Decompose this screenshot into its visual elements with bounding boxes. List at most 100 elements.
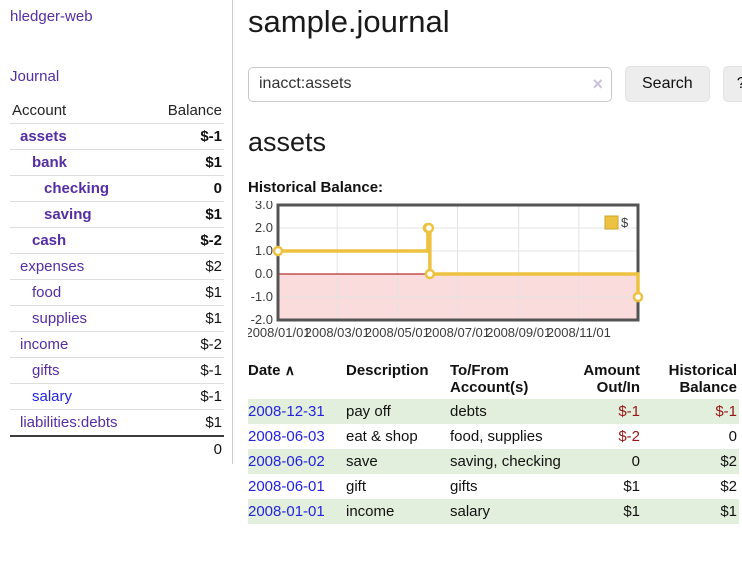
accounts-total-row: 0 xyxy=(10,435,224,462)
account-link[interactable]: assets xyxy=(20,128,67,145)
account-link[interactable]: salary xyxy=(32,388,73,405)
brand-link[interactable]: hledger-web xyxy=(10,8,93,25)
transaction-accounts: food, supplies xyxy=(450,428,543,445)
transaction-description: save xyxy=(346,453,378,470)
search-button[interactable]: Search xyxy=(625,66,710,102)
x-tick-label: 2008/05/01 xyxy=(365,325,430,340)
account-link[interactable]: gifts xyxy=(32,362,60,379)
transaction-accounts: gifts xyxy=(450,478,478,495)
nav-journal-link[interactable]: Journal xyxy=(10,68,60,85)
date-sort-header[interactable]: Date ∧ xyxy=(248,362,295,379)
transaction-amount: 0 xyxy=(631,453,640,470)
plot-border xyxy=(276,203,640,322)
account-balance: $-1 xyxy=(149,357,224,384)
account-link[interactable]: expenses xyxy=(20,258,85,275)
x-tick-label: 2008/09/01 xyxy=(486,325,551,340)
account-link[interactable]: checking xyxy=(44,180,110,197)
transaction-amount: $-1 xyxy=(618,403,640,420)
transaction-description: gift xyxy=(346,478,367,495)
x-tick-label: 2008/07/01 xyxy=(425,325,490,340)
search-box: × xyxy=(248,66,612,102)
register-row: 2008-12-31 pay off debts $-1 $-1 xyxy=(248,399,739,424)
account-link[interactable]: bank xyxy=(32,154,68,171)
account-link[interactable]: supplies xyxy=(32,310,88,327)
transaction-date-link[interactable]: 2008-06-03 xyxy=(248,428,325,445)
legend-label: $ xyxy=(621,215,629,230)
account-row: gifts $-1 xyxy=(10,357,224,384)
sort-ascending-icon: ∧ xyxy=(284,362,295,378)
transaction-amount: $-2 xyxy=(618,428,640,445)
y-tick-label: 2.0 xyxy=(255,220,273,235)
transaction-balance: $2 xyxy=(720,478,737,495)
account-link[interactable]: income xyxy=(20,336,69,353)
account-row: bank $1 xyxy=(10,149,224,176)
transaction-date-link[interactable]: 2008-01-01 xyxy=(248,503,325,520)
account-balance: $-2 xyxy=(149,331,224,358)
amount-header: Amount Out/In xyxy=(583,362,640,396)
register-row: 2008-06-02 save saving, checking 0 $2 xyxy=(248,449,739,474)
account-link[interactable]: liabilities:debts xyxy=(20,414,118,431)
transaction-balance: $-1 xyxy=(715,403,737,420)
transaction-accounts: saving, checking xyxy=(450,453,561,470)
transaction-amount: $1 xyxy=(623,478,640,495)
register-table: Date ∧ Description To/From Account(s) Am… xyxy=(248,359,739,524)
legend-swatch xyxy=(604,215,619,230)
account-row: liabilities:debts $1 xyxy=(10,409,224,437)
account-balance: $-2 xyxy=(149,227,224,254)
help-button[interactable]: ? xyxy=(722,66,742,102)
x-tick-label: 2008/01/01 xyxy=(248,325,311,340)
data-point-marker xyxy=(423,222,435,234)
accounts-table: Account Balance assets $-1 bank $1 checking 0… xyxy=(10,99,224,462)
accounts-header-row: Account Balance xyxy=(10,99,224,124)
account-balance: $-1 xyxy=(149,123,224,150)
account-row: supplies $1 xyxy=(10,305,224,332)
transaction-amount: $1 xyxy=(623,503,640,520)
transaction-date-link[interactable]: 2008-06-01 xyxy=(248,478,325,495)
account-balance: $1 xyxy=(149,201,224,228)
data-point-marker xyxy=(632,291,644,303)
account-row: salary $-1 xyxy=(10,383,224,410)
transaction-date-link[interactable]: 2008-06-02 xyxy=(248,453,325,470)
app-layout: hledger-web Journal Account Balance asse… xyxy=(0,0,742,524)
x-tick-label: 2008/03/01 xyxy=(305,325,370,340)
register-row: 2008-06-01 gift gifts $1 $2 xyxy=(248,474,739,499)
transaction-balance: 0 xyxy=(728,428,737,445)
account-balance: $1 xyxy=(149,149,224,176)
accounts-header: To/From Account(s) xyxy=(450,362,529,396)
description-header: Description xyxy=(346,362,429,379)
data-point-marker xyxy=(272,245,284,257)
account-row: expenses $2 xyxy=(10,253,224,280)
account-balance: $1 xyxy=(149,279,224,306)
accounts-header-account: Account xyxy=(10,99,150,124)
clear-search-icon[interactable]: × xyxy=(592,73,603,94)
x-tick-label: 2008/11/01 xyxy=(547,325,611,340)
data-point-marker xyxy=(424,268,436,280)
page-title: sample.journal xyxy=(248,4,450,39)
account-link[interactable]: food xyxy=(32,284,62,301)
account-link[interactable]: saving xyxy=(44,206,92,223)
account-link[interactable]: cash xyxy=(32,232,67,249)
y-tick-label: -1.0 xyxy=(251,289,273,304)
transaction-description: pay off xyxy=(346,403,391,420)
accounts-total-balance: 0 xyxy=(149,435,224,462)
account-balance: 0 xyxy=(149,175,224,202)
account-balance: $2 xyxy=(149,253,224,280)
account-balance: $1 xyxy=(149,305,224,332)
account-row: income $-2 xyxy=(10,331,224,358)
search-input[interactable] xyxy=(248,66,612,102)
accounts-header-balance: Balance xyxy=(149,99,224,124)
account-balance: $1 xyxy=(149,409,224,437)
sidebar: hledger-web Journal Account Balance asse… xyxy=(0,0,233,464)
register-header-row: Date ∧ Description To/From Account(s) Am… xyxy=(248,359,739,399)
transaction-description: income xyxy=(346,503,395,520)
y-tick-label: -2.0 xyxy=(251,312,273,327)
transaction-balance: $1 xyxy=(720,503,737,520)
account-heading: assets xyxy=(248,127,327,157)
register-row: 2008-01-01 income salary $1 $1 xyxy=(248,499,739,524)
account-row: assets $-1 xyxy=(10,123,224,150)
y-tick-label: 0.0 xyxy=(255,266,273,281)
historical-balance-chart: $3.0 2.0 1.0 0.0 -1.0 -2.02008/01/012008/03/0… xyxy=(248,201,644,340)
search-bar: × Search ? xyxy=(248,66,742,102)
chart-label: Historical Balance: xyxy=(248,179,384,196)
transaction-date-link[interactable]: 2008-12-31 xyxy=(248,403,325,420)
